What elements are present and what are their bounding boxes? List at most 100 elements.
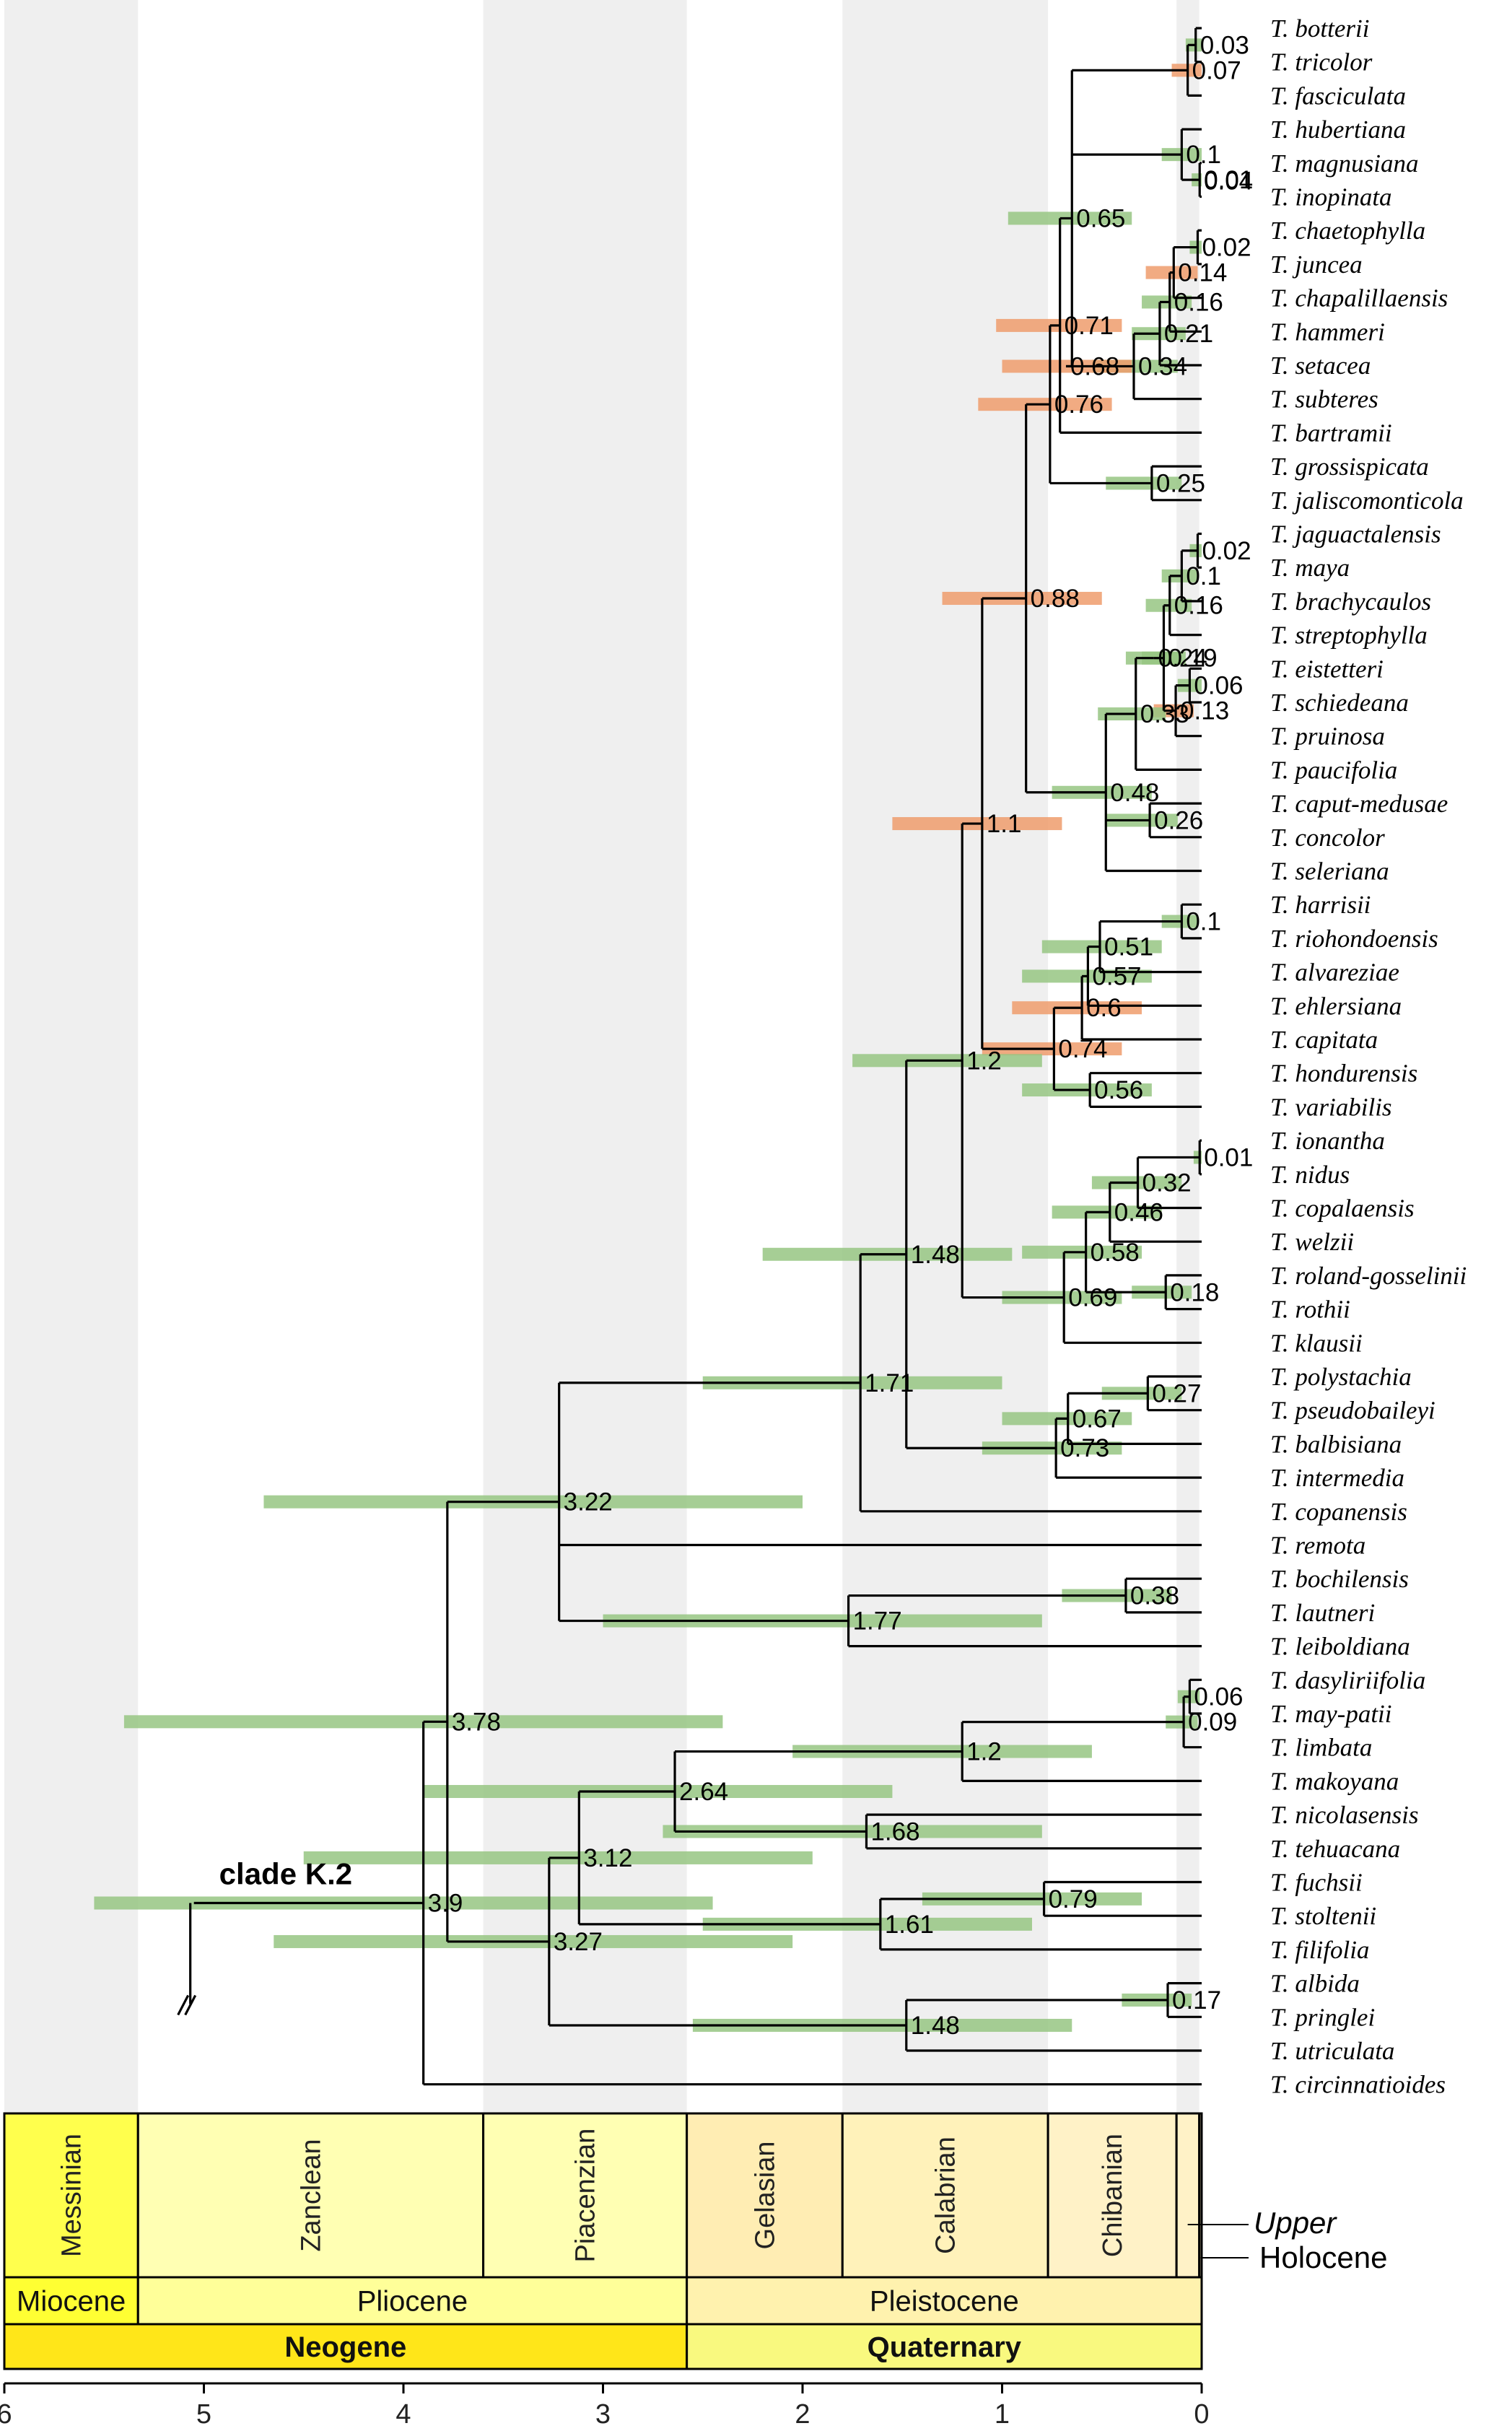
stage-box [1046, 2112, 1178, 2279]
taxon-label: T. paucifolia [1270, 756, 1397, 784]
node-label-n46: 0.38 [1130, 1582, 1179, 1610]
taxon-label: T. setacea [1270, 352, 1371, 380]
node-label-n3: 0.01 [1204, 166, 1253, 194]
taxon-label: T. welzii [1270, 1228, 1354, 1256]
taxon-label: T. harrisii [1270, 891, 1371, 919]
stage-label: Gelasian [750, 2142, 780, 2250]
taxon-label: T. seleriana [1270, 857, 1389, 886]
series-label: Pleistocene [870, 2286, 1019, 2318]
axis-tick-label: 1 [995, 2399, 1010, 2430]
node-label-n8: 0.16 [1174, 288, 1223, 316]
node-label-n23: 0.33 [1140, 700, 1189, 728]
node-label-n39: 0.69 [1068, 1284, 1117, 1312]
node-label-n27: 0.1 [1186, 908, 1221, 936]
taxon-label: T. utriculata [1270, 2037, 1394, 2065]
taxon-label: T. polystachia [1270, 1363, 1412, 1391]
taxon-label: T. brachycaulos [1270, 588, 1431, 616]
taxon-label: T. rothii [1270, 1296, 1350, 1324]
node-label-n22: 0.24 [1158, 645, 1207, 673]
node-label-n6: 0.02 [1202, 234, 1251, 262]
axis-tick-label: 6 [0, 2399, 12, 2430]
taxon-label: T. albida [1270, 1970, 1360, 1998]
period-box [686, 2323, 1203, 2370]
taxon-label: T. ionantha [1270, 1127, 1385, 1155]
taxon-label: T. nicolasensis [1270, 1801, 1418, 1829]
axis-tick-label: 5 [196, 2399, 211, 2430]
taxon-label: T. botterii [1270, 14, 1369, 43]
taxon-label: T. streptophylla [1270, 621, 1428, 650]
taxon-label: T. inopinata [1270, 183, 1392, 211]
node-label-n26: 0.88 [1031, 585, 1080, 613]
stripe-piacenzian [483, 0, 687, 2113]
taxon-label: T. filifolia [1270, 1936, 1369, 1964]
taxon-label: T. pseudobaileyi [1270, 1397, 1435, 1425]
taxon-label: T. dasyliriifolia [1270, 1666, 1425, 1694]
node-label-n51: 1.2 [966, 1738, 1002, 1766]
node-label-n19: 0.06 [1194, 672, 1243, 700]
node-label-n44: 1.48 [911, 1241, 960, 1269]
taxon-label: T. nidus [1270, 1161, 1350, 1189]
node-label-n2: 0.07 [1192, 56, 1241, 84]
stage-box [482, 2112, 689, 2279]
node-label-n45: 1.71 [865, 1369, 914, 1397]
node-label-n59: 3.27 [554, 1928, 603, 1956]
series-box [3, 2276, 139, 2326]
taxon-label: T. eistetteri [1270, 655, 1384, 683]
axis-tick-label: 2 [795, 2399, 810, 2430]
tree-branches [177, 27, 1202, 2086]
taxon-label: T. remota [1270, 1532, 1365, 1560]
node-label-n43: 0.73 [1060, 1434, 1109, 1462]
root-break-1 [177, 1994, 190, 2016]
taxon-label: T. hubertiana [1270, 115, 1406, 144]
node-label-n1: 0.03 [1200, 31, 1249, 59]
node-label-n4: 0.04 [1204, 167, 1253, 196]
series-label: Pliocene [357, 2286, 468, 2318]
node-label-n48: 3.22 [564, 1488, 613, 1516]
taxon-label: T. ehlersiana [1270, 992, 1402, 1020]
series-box [686, 2276, 1203, 2326]
node-label-n10: 0.34 [1138, 352, 1187, 380]
stage-box [841, 2112, 1049, 2279]
node-label-n58: 1.48 [911, 2012, 960, 2040]
taxon-label: T. jaliscomonticola [1270, 486, 1464, 515]
taxon-label: T. may-patii [1270, 1700, 1392, 1728]
node-label-n36: 0.46 [1114, 1198, 1163, 1226]
taxon-label: T. copalaensis [1270, 1195, 1415, 1223]
time-axis: 6 5 4 3 2 1 0 [0, 2382, 1210, 2430]
node-label-n49: 0.06 [1194, 1683, 1243, 1711]
axis-tick-label: 3 [595, 2399, 611, 2430]
taxon-label: T. fasciculata [1270, 82, 1406, 110]
node-label-n15: 0.76 [1054, 390, 1104, 419]
node-label-n7: 0.14 [1178, 259, 1227, 287]
node-label-n29: 0.57 [1092, 962, 1141, 990]
node-label-n12: 0.65 [1076, 204, 1125, 232]
node-label-n18: 0.16 [1174, 592, 1223, 620]
stripe-messinian [4, 0, 139, 2113]
taxon-label: T. variabilis [1270, 1093, 1392, 1121]
geologic-timescale: Messinian Zanclean Piacenzian Gelasian Calab… [3, 2112, 1387, 2370]
node-label-n56: 3.12 [583, 1844, 632, 1872]
series-label: Miocene [17, 2286, 126, 2318]
node-label-n17: 0.1 [1186, 562, 1221, 590]
taxon-label: T. capitata [1270, 1026, 1378, 1054]
stage-box [1198, 2112, 1203, 2279]
node-label-n60: 3.78 [452, 1708, 501, 1736]
node-label-n31: 0.56 [1094, 1076, 1143, 1104]
period-box [3, 2323, 689, 2370]
node-label-n38: 0.58 [1091, 1239, 1140, 1267]
taxon-label: T. schiedeana [1270, 689, 1409, 717]
taxon-label: T. circinnatioides [1270, 2071, 1446, 2099]
node-label-n11: 0.68 [1070, 352, 1119, 380]
taxon-label: T. fuchsii [1270, 1869, 1363, 1897]
node-label-n57: 0.17 [1172, 1986, 1221, 2015]
taxon-label: T. maya [1270, 554, 1350, 582]
taxon-label: T. tehuacana [1270, 1835, 1400, 1863]
taxon-label: T. jaguactalensis [1270, 520, 1441, 549]
node-label-n37: 0.18 [1170, 1278, 1219, 1306]
node-label-n40: 1.2 [966, 1047, 1002, 1075]
node-label-n5: 0.1 [1186, 141, 1221, 169]
taxon-label: T. tricolor [1270, 48, 1373, 77]
hpd-bar-n28 [1041, 940, 1162, 953]
clade-label: clade K.2 [219, 1857, 352, 1891]
